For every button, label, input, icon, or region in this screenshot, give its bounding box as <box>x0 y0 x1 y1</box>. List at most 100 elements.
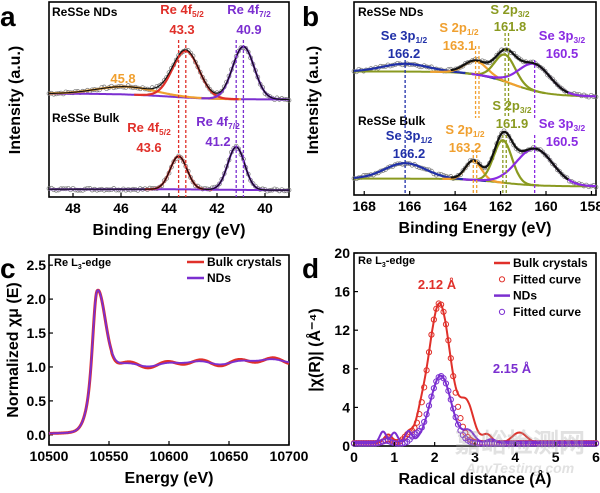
fit-point <box>442 321 450 328</box>
label-subscript: 1/2 <box>415 35 427 45</box>
label-subscript: 5/2 <box>159 127 171 137</box>
peak-label: Re 4f5/2 <box>127 120 171 137</box>
y-tick-label: 0 <box>342 438 350 454</box>
peak-value: 160.5 <box>546 134 579 149</box>
data-point <box>547 157 553 163</box>
y-axis-label: |χ(R)| (Å⁻⁴) <box>305 308 324 391</box>
peak-value: 161.8 <box>494 19 527 34</box>
peak-value: 163.1 <box>443 38 476 53</box>
y-tick-label: 2.0 <box>27 291 47 307</box>
peak-value: 40.9 <box>236 22 261 37</box>
peak-label: Se 3p3/2 <box>539 28 586 45</box>
legend-swatch <box>498 308 506 315</box>
legend-label: Bulk crystals <box>513 256 588 270</box>
fit-point <box>421 418 428 426</box>
x-tick-label: 164 <box>443 198 467 214</box>
fit-point <box>440 375 447 382</box>
panel-label: a <box>0 1 16 32</box>
x-tick-label: 162 <box>489 198 513 214</box>
fit-point <box>452 414 459 421</box>
legend-label: NDs <box>513 289 537 303</box>
watermark-text: AnyTesting.com <box>465 460 574 476</box>
peak-value: 166.2 <box>393 146 426 161</box>
fit-point <box>457 415 464 422</box>
x-tick-label: 46 <box>113 200 129 216</box>
plot-frame <box>353 1 597 196</box>
data-point <box>540 66 546 72</box>
x-tick-label: 10500 <box>30 448 69 464</box>
legend-swatch <box>498 276 506 283</box>
fit-point <box>447 355 454 362</box>
legend-label: Fitted curve <box>513 272 581 286</box>
watermark: 嘉峪检测网 AnyTesting.com <box>455 428 585 476</box>
panel-label: c <box>0 253 16 284</box>
panel-label: b <box>302 1 319 32</box>
legend: Bulk crystals NDs <box>187 255 282 285</box>
peak-value: 41.2 <box>205 134 230 149</box>
legend-label: Fitted curve <box>513 305 581 319</box>
data-point <box>542 68 548 74</box>
fit-point <box>425 349 433 356</box>
peak-value: 45.8 <box>110 71 135 86</box>
label-text: S 2p <box>445 122 473 137</box>
label-text: Re 4f <box>160 2 192 17</box>
sample-bulk <box>351 128 599 190</box>
fit-point <box>452 389 459 396</box>
label-subscript: 1/2 <box>420 135 432 145</box>
x-tick-label: 0 <box>350 449 358 465</box>
peak-annotation: 2.15 Å <box>493 361 532 376</box>
peak-label: Re 4f5/2 <box>160 2 204 19</box>
fit-point <box>425 402 433 409</box>
sample-name: ReSSe Bulk <box>358 114 426 128</box>
x-tick-label: 4 <box>511 449 519 465</box>
series-line-nds <box>48 289 290 435</box>
label-text: Se 3p <box>539 28 574 43</box>
peak-value: 43.6 <box>136 140 161 155</box>
data-point <box>243 45 249 51</box>
fit-point <box>430 385 437 392</box>
fit-point <box>413 419 421 426</box>
y-tick-label: 2.5 <box>27 257 47 273</box>
x-tick-label: 166 <box>398 198 422 214</box>
x-tick-label: 10700 <box>270 448 309 464</box>
fit-point <box>433 305 440 312</box>
peak-value: 43.3 <box>169 22 194 37</box>
fit-point <box>445 337 452 344</box>
x-tick-label: 160 <box>534 198 558 214</box>
peak-label: S 2p1/2 <box>445 122 485 139</box>
legend-label: Bulk crystals <box>207 255 282 269</box>
fit-envelope <box>450 48 569 94</box>
x-tick-label: 10600 <box>150 448 189 464</box>
label-subscript: 7/2 <box>228 121 240 131</box>
fit-point <box>423 411 430 418</box>
sample-bulk <box>46 143 292 194</box>
data-point <box>557 169 563 174</box>
label-text: Re 4f <box>227 2 259 17</box>
x-tick-label: 3 <box>471 449 479 465</box>
edge-title: Re L3-edge <box>358 255 415 269</box>
x-tick-label: 5 <box>552 449 560 465</box>
fit-envelope <box>48 45 290 101</box>
label-text: Re 4f <box>127 120 159 135</box>
background-line <box>49 92 289 101</box>
label-text: S 2p <box>490 2 518 17</box>
x-tick-label: 40 <box>257 200 273 216</box>
label-text: Se 3p <box>386 128 421 143</box>
peak-label: S 2p3/2 <box>490 2 530 19</box>
x-axis-label: Binding Energy (eV) <box>399 220 552 237</box>
data-point <box>496 50 502 56</box>
sample-name: ReSSe NDs <box>52 5 118 19</box>
fit-point <box>418 399 425 406</box>
peak-value: 166.2 <box>388 46 421 61</box>
x-tick-label: 10550 <box>90 448 129 464</box>
series-line <box>353 302 597 445</box>
fit-point <box>416 411 423 418</box>
y-tick-label: 20 <box>334 245 350 261</box>
y-tick-label: 4 <box>342 399 350 415</box>
y-tick-label: 12 <box>334 322 350 338</box>
fit-point <box>440 308 447 315</box>
y-tick-label: 16 <box>334 284 350 300</box>
edge-title: Re L3-edge <box>54 257 111 271</box>
